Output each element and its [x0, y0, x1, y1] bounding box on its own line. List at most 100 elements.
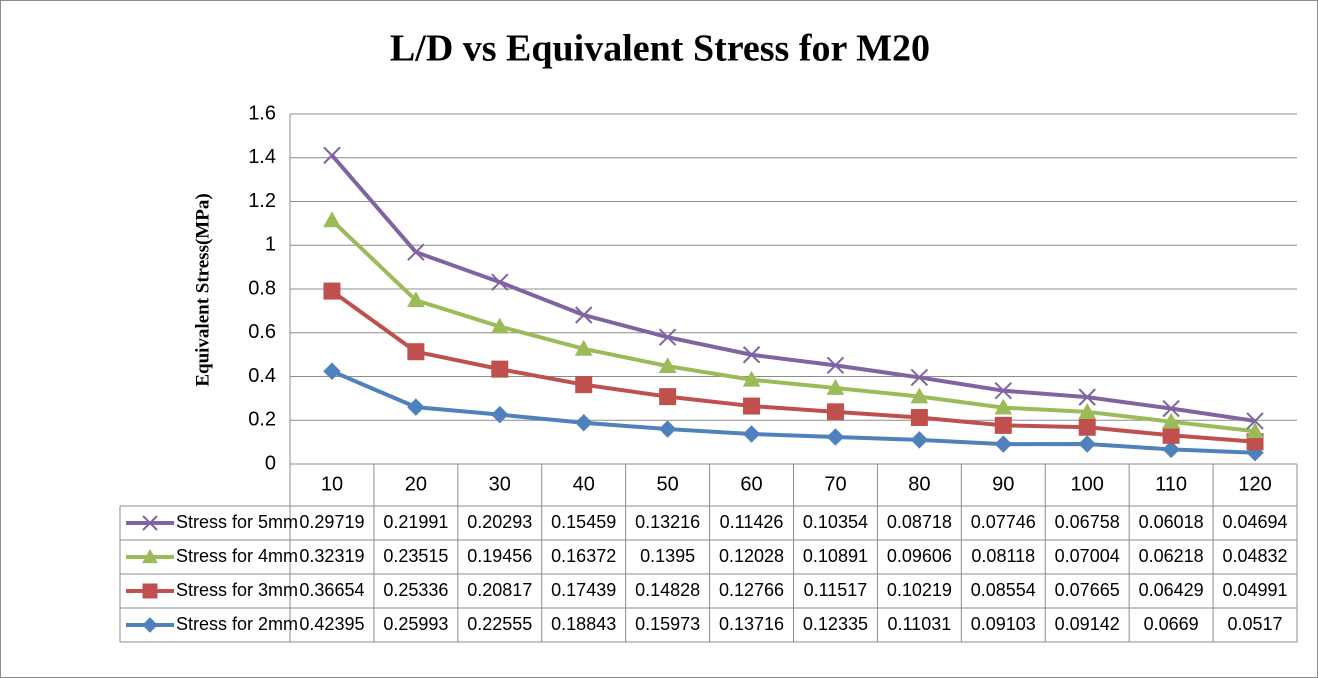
table-value: 0.25993 — [383, 614, 448, 634]
table-value: 0.07665 — [1055, 580, 1120, 600]
y-tick-label: 0 — [265, 452, 276, 474]
table-value: 0.18843 — [551, 614, 616, 634]
x-tick-label: 40 — [573, 473, 595, 495]
marker — [658, 420, 677, 438]
y-tick-label: 0.8 — [248, 277, 276, 299]
table-value: 0.08118 — [971, 546, 1035, 566]
marker — [1162, 399, 1180, 418]
marker — [1162, 426, 1180, 444]
marker — [658, 328, 677, 346]
marker — [1078, 388, 1096, 406]
table-value: 0.04832 — [1223, 546, 1288, 566]
marker — [407, 398, 425, 416]
table-value: 0.25336 — [383, 580, 448, 600]
marker — [142, 515, 158, 531]
table-value: 0.17439 — [551, 580, 616, 600]
marker — [575, 376, 593, 394]
table-value: 0.21991 — [383, 512, 448, 532]
chart-title: L/D vs Equivalent Stress for M20 — [390, 28, 930, 70]
marker — [742, 425, 761, 443]
table-value: 0.06429 — [1139, 580, 1204, 600]
marker — [910, 368, 929, 387]
marker — [491, 360, 509, 378]
marker — [490, 317, 509, 334]
marker — [323, 211, 341, 228]
table-value: 0.09142 — [1055, 614, 1120, 634]
marker — [994, 398, 1013, 415]
y-tick-label: 0.2 — [248, 409, 276, 431]
table-value: 0.07746 — [971, 512, 1036, 532]
marker — [826, 428, 845, 446]
marker — [142, 548, 158, 564]
marker — [742, 346, 761, 364]
table-value: 0.0669 — [1144, 614, 1199, 634]
table-value: 0.19456 — [467, 546, 532, 566]
table-value: 0.10891 — [803, 546, 868, 566]
marker — [407, 243, 425, 261]
marker — [323, 146, 341, 165]
table-value: 0.08718 — [887, 512, 952, 532]
table-value: 0.42395 — [299, 614, 364, 634]
table-value: 0.12335 — [803, 614, 868, 634]
marker — [407, 291, 425, 308]
marker — [910, 431, 929, 449]
legend-label: Stress for 3mm — [176, 580, 298, 600]
x-tick-label: 50 — [657, 473, 679, 495]
table-value: 0.11031 — [888, 614, 952, 634]
table-value: 0.0517 — [1228, 614, 1283, 634]
marker — [826, 403, 844, 421]
x-tick-label: 120 — [1238, 473, 1271, 495]
table-value: 0.36654 — [299, 580, 364, 600]
table-value: 0.09606 — [887, 546, 952, 566]
marker — [826, 356, 845, 375]
table-value: 0.11426 — [720, 512, 784, 532]
marker — [826, 378, 845, 395]
marker — [1162, 440, 1180, 459]
x-tick-label: 70 — [824, 473, 846, 495]
marker — [407, 343, 425, 361]
legend-label: Stress for 5mm — [176, 512, 298, 532]
marker — [994, 435, 1012, 453]
table-value: 0.12766 — [719, 580, 784, 600]
x-tick-label: 80 — [908, 473, 930, 495]
marker — [574, 339, 593, 356]
x-tick-label: 20 — [405, 473, 427, 495]
series-line — [330, 218, 1256, 434]
marker — [659, 388, 677, 406]
table-value: 0.13216 — [635, 512, 700, 532]
y-tick-label: 1 — [265, 234, 276, 256]
x-tick-label: 60 — [740, 473, 762, 495]
marker — [658, 357, 677, 374]
marker — [742, 370, 761, 387]
table-value: 0.15459 — [551, 512, 616, 532]
table-value: 0.07004 — [1055, 546, 1120, 566]
marker — [994, 416, 1012, 434]
marker — [1162, 412, 1180, 429]
y-tick-label: 1.6 — [248, 102, 276, 124]
marker — [142, 583, 158, 599]
table-value: 0.32319 — [299, 546, 364, 566]
table-value: 0.08554 — [971, 580, 1036, 600]
table-value: 0.23515 — [383, 546, 448, 566]
y-axis-label: Equivalent Stress(MPa) — [192, 193, 213, 386]
y-tick-label: 0.4 — [248, 365, 276, 387]
series-line — [330, 154, 1256, 423]
table-value: 0.16372 — [551, 546, 616, 566]
x-tick-label: 110 — [1155, 473, 1187, 495]
y-tick-label: 0.6 — [248, 321, 276, 343]
x-tick-label: 10 — [321, 473, 343, 495]
table-value: 0.04694 — [1223, 512, 1288, 532]
table-value: 0.10219 — [887, 580, 952, 600]
table-value: 0.22555 — [467, 614, 532, 634]
marker — [575, 306, 593, 324]
table-value: 0.10354 — [803, 512, 868, 532]
marker — [323, 282, 341, 300]
marker — [1246, 412, 1264, 430]
table-value: 0.20293 — [467, 512, 532, 532]
table-value: 0.15973 — [635, 614, 700, 634]
marker — [994, 381, 1012, 400]
table-value: 0.11517 — [804, 580, 868, 600]
table-value: 0.06018 — [1139, 512, 1204, 532]
table-value: 0.06758 — [1055, 512, 1120, 532]
marker — [910, 387, 929, 404]
